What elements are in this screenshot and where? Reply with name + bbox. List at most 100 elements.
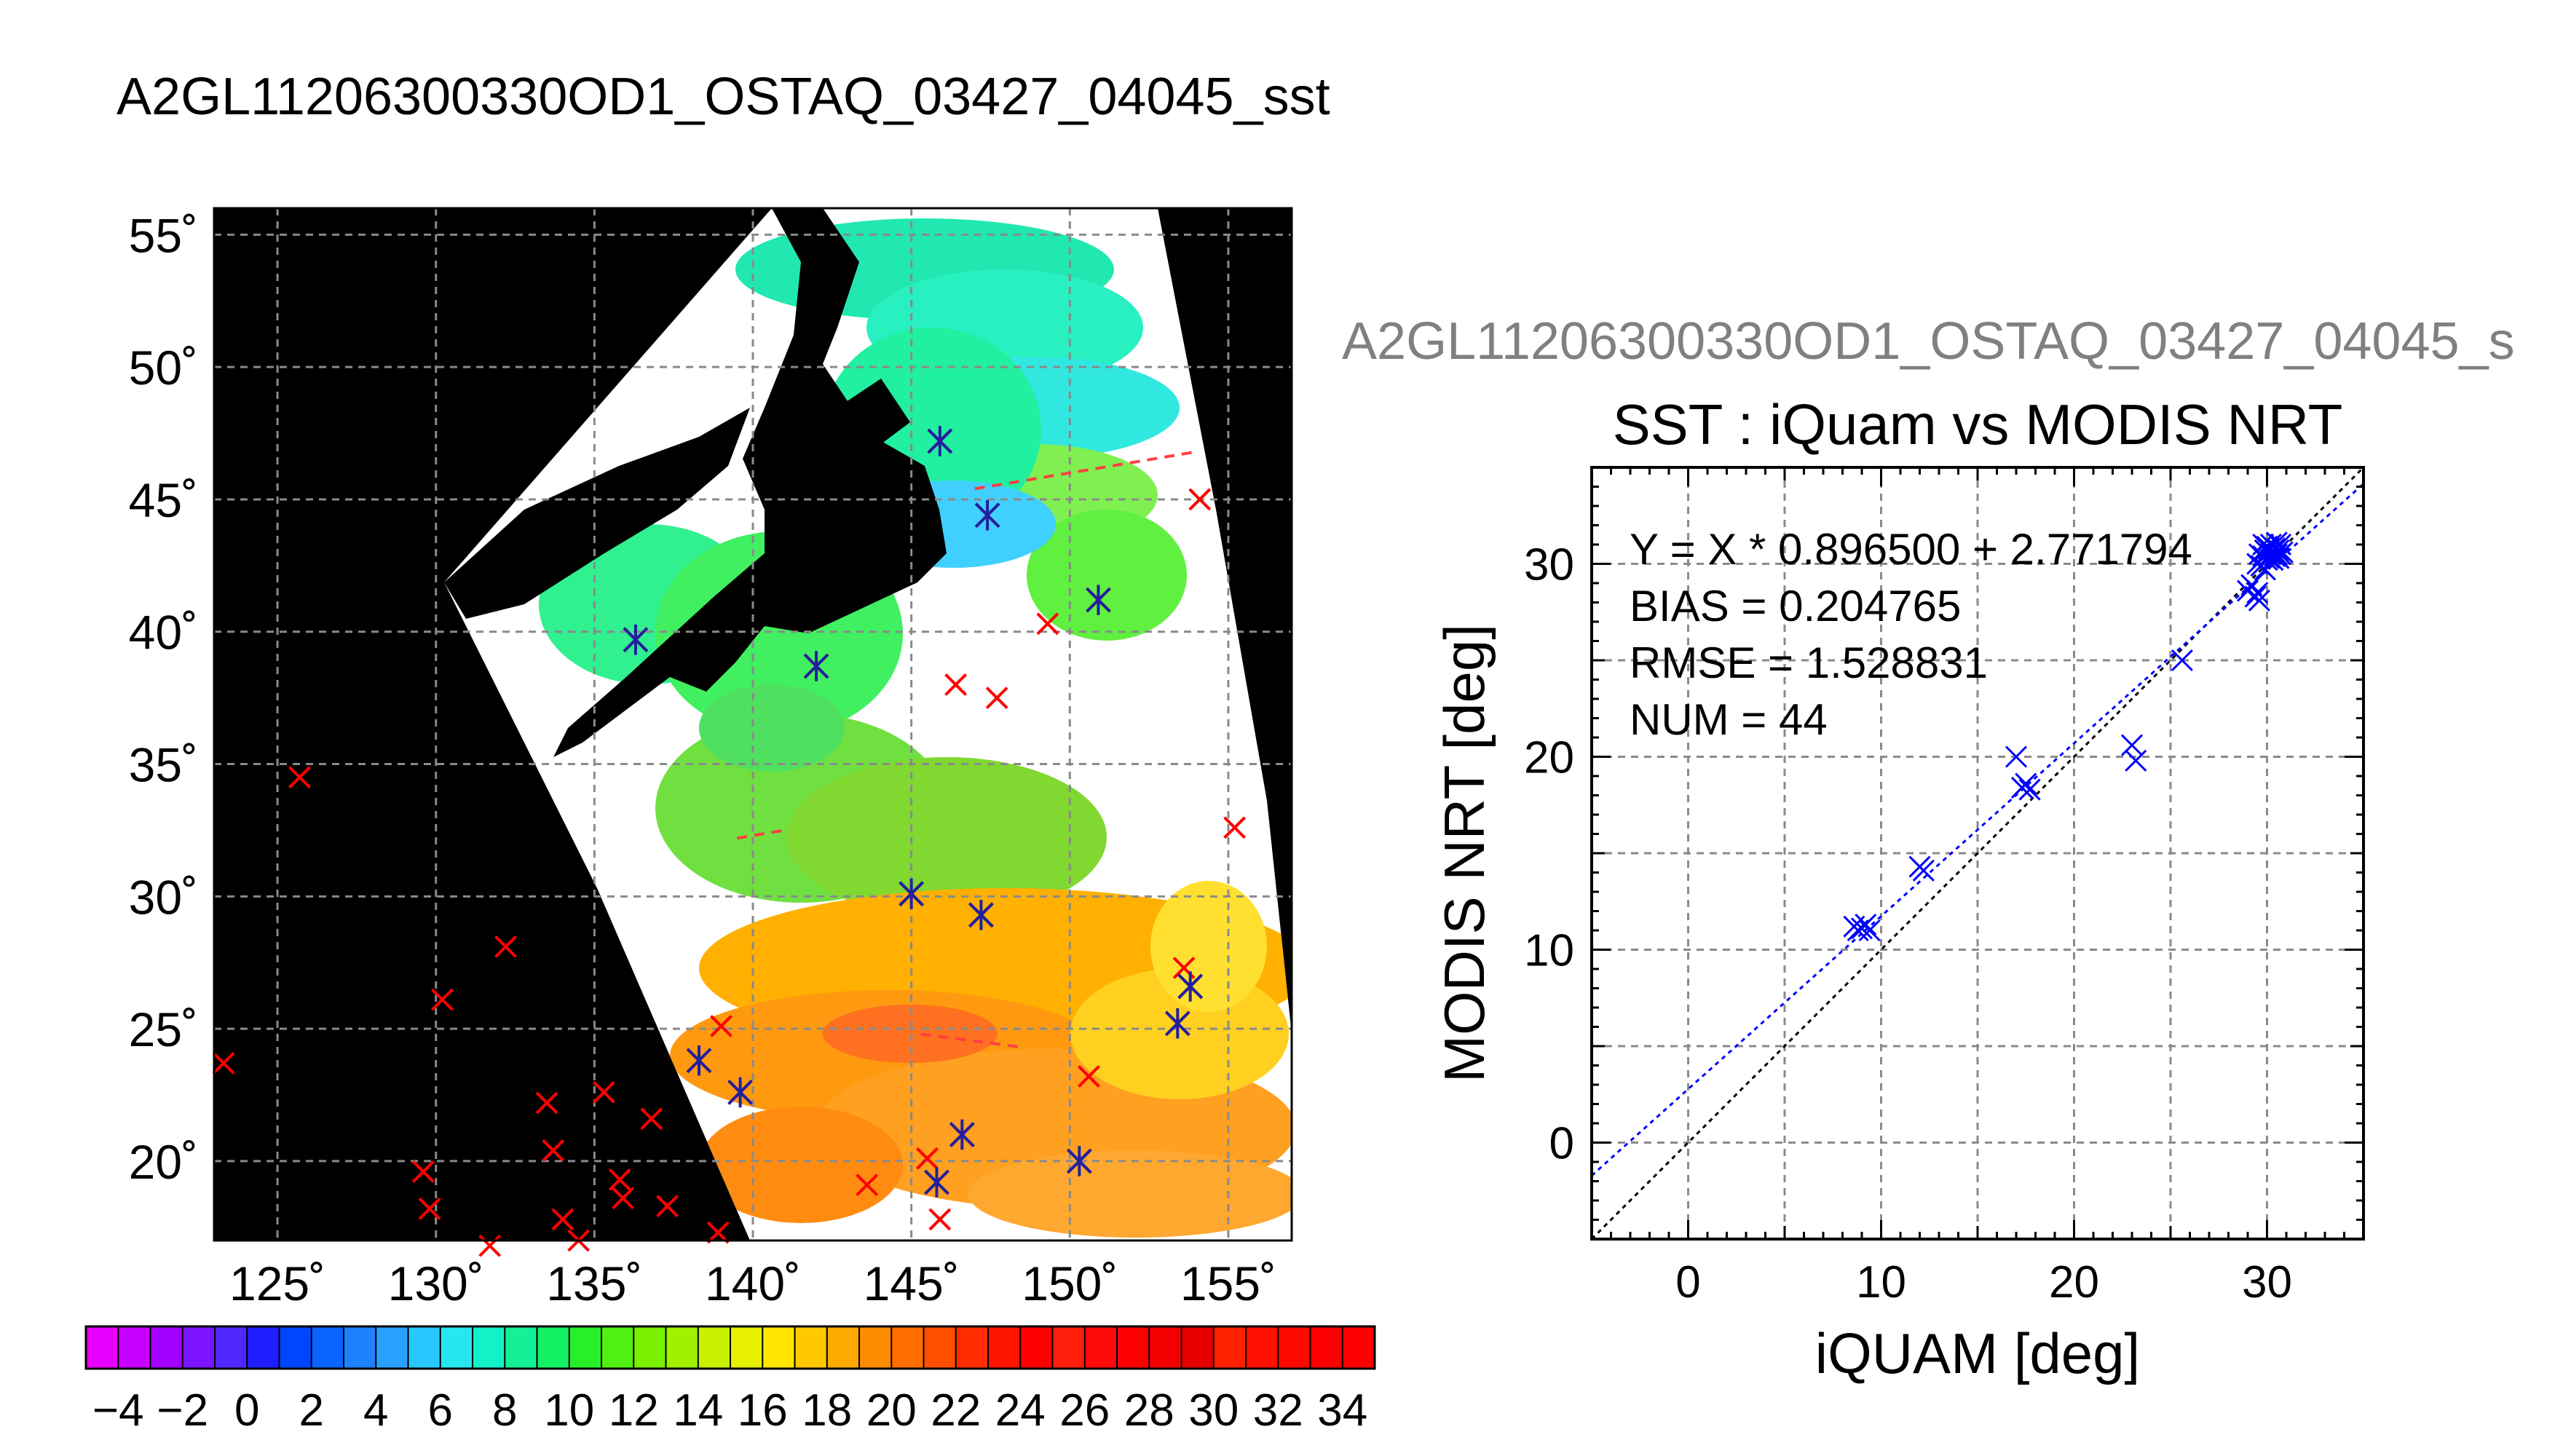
sst-patch (699, 1107, 903, 1223)
matchup-modis-marker (927, 426, 953, 456)
colorbar-tick-label: 14 (673, 1385, 723, 1436)
colorbar-swatch (440, 1326, 473, 1369)
iquam-marker (656, 1195, 679, 1218)
scatter-gridlines (1592, 467, 2364, 1239)
map-frame (213, 207, 1293, 1242)
scatter-x-tick-label: 10 (1856, 1257, 1906, 1307)
scatter-y-label: MODIS NRT [deg] (1432, 624, 1496, 1083)
scatter-y-tick-label: 0 (1549, 1119, 1574, 1169)
matchup-modis-marker (727, 1077, 754, 1108)
iquam-marker (535, 1091, 558, 1115)
map-lat-tick-label: 45˚ (129, 473, 198, 527)
scatter-point (2248, 589, 2270, 612)
scatter-x-tick-label: 0 (1675, 1257, 1700, 1307)
iquam-marker (608, 1168, 631, 1191)
scatter-x-tick-label: 30 (2242, 1257, 2292, 1307)
map-tracks (736, 450, 1197, 1049)
matchup-modis-marker (899, 878, 925, 909)
colorbar-swatch (408, 1326, 441, 1369)
colorbar-swatch (955, 1326, 989, 1369)
scatter-point (2171, 649, 2193, 672)
scatter-point (2254, 558, 2276, 581)
colorbar-tick-label: 24 (995, 1385, 1046, 1436)
iquam-marker (212, 1051, 235, 1075)
colorbar-swatch (601, 1326, 635, 1369)
map-lat-tick-label: 35˚ (129, 738, 198, 792)
map-lon-tick-label: 135˚ (546, 1257, 642, 1310)
sst-patch (823, 1005, 998, 1063)
map-track (736, 828, 785, 840)
iquam-marker (944, 673, 968, 696)
colorbar-swatch (762, 1326, 796, 1369)
land-mass (837, 379, 910, 444)
colorbar-swatch (1310, 1326, 1343, 1369)
scatter-point (2269, 533, 2292, 556)
colorbar-tick-label: 20 (866, 1385, 917, 1436)
colorbar-tick-label: 4 (363, 1385, 388, 1436)
colorbar-swatch (118, 1326, 151, 1369)
map-lat-tick-label: 50˚ (129, 341, 198, 395)
matchup-modis-marker (686, 1045, 712, 1076)
map-lon-tick-label: 145˚ (864, 1257, 960, 1310)
map-lon-tick-label: 130˚ (388, 1257, 484, 1310)
iquam-marker (418, 1197, 441, 1220)
colorbar-swatch (1342, 1326, 1375, 1369)
colorbar-swatch (344, 1326, 377, 1369)
iquam-marker (542, 1139, 565, 1162)
colorbar-tick-label: 6 (428, 1385, 453, 1436)
regression-line (1592, 483, 2364, 1176)
map-lon-tick-label: 150˚ (1022, 1257, 1118, 1310)
iquam-marker (640, 1107, 663, 1131)
colorbar-tick-label: 0 (234, 1385, 259, 1436)
map-lat-tick-label: 20˚ (129, 1135, 198, 1189)
colorbar-swatch (376, 1326, 409, 1369)
matchup-modis-marker (968, 899, 994, 930)
matchup-modis-marker (949, 1119, 975, 1150)
colorbar-swatch (666, 1326, 699, 1369)
colorbar-swatch (1084, 1326, 1118, 1369)
scatter-point (1858, 919, 1881, 942)
scatter-point (2018, 778, 2041, 801)
iquam-marker (1077, 1065, 1100, 1088)
colorbar-swatch (1246, 1326, 1279, 1369)
scatter-point (2246, 582, 2269, 604)
colorbar-swatch (473, 1326, 506, 1369)
iquam-marker (430, 988, 454, 1011)
colorbar-tick-label: 30 (1188, 1385, 1239, 1436)
iquam-marker (478, 1234, 502, 1257)
sst-patch (1150, 881, 1267, 1012)
figure-title: A2GL11206300330OD1_OSTAQ_03427_04045_sst (117, 68, 1330, 126)
scatter-lines (1592, 467, 2364, 1239)
colorbar-tick-label: −2 (157, 1385, 208, 1436)
colorbar-frame (84, 1325, 1376, 1370)
iquam-marker (288, 766, 311, 789)
iquam-marker (710, 1015, 732, 1037)
iquam-marker (494, 935, 517, 958)
colorbar-swatch (1117, 1326, 1150, 1369)
scatter-point (1912, 859, 1935, 882)
colorbar-tick-label: 34 (1317, 1385, 1367, 1436)
iquam-marker (612, 1187, 634, 1210)
iquam-marker (1188, 488, 1212, 511)
map-track (974, 450, 1197, 491)
iquam-marker (411, 1160, 435, 1183)
land-mass (553, 208, 947, 757)
sst-patch (699, 684, 845, 772)
sst-patch (968, 1150, 1292, 1238)
iquam-marker (928, 1208, 952, 1231)
matchup-modis-marker (1164, 1008, 1190, 1039)
map-lat-tick-label: 40˚ (129, 606, 198, 660)
scatter-point (1855, 913, 1877, 936)
scatter-stat-line: Y = X * 0.896500 + 2.771794 (1630, 525, 2192, 574)
scatter-point (2271, 541, 2294, 563)
colorbar-tick-label: −4 (92, 1385, 144, 1436)
colorbar-swatch (86, 1326, 119, 1369)
colorbar-swatch (279, 1326, 312, 1369)
colorbar-swatch (698, 1326, 731, 1369)
iquam-marker (1036, 612, 1059, 636)
sst-patch (1027, 510, 1187, 641)
colorbar-swatch (1052, 1326, 1086, 1369)
colorbar-swatch (505, 1326, 538, 1369)
scatter-stat-line: BIAS = 0.204765 (1630, 582, 1961, 630)
